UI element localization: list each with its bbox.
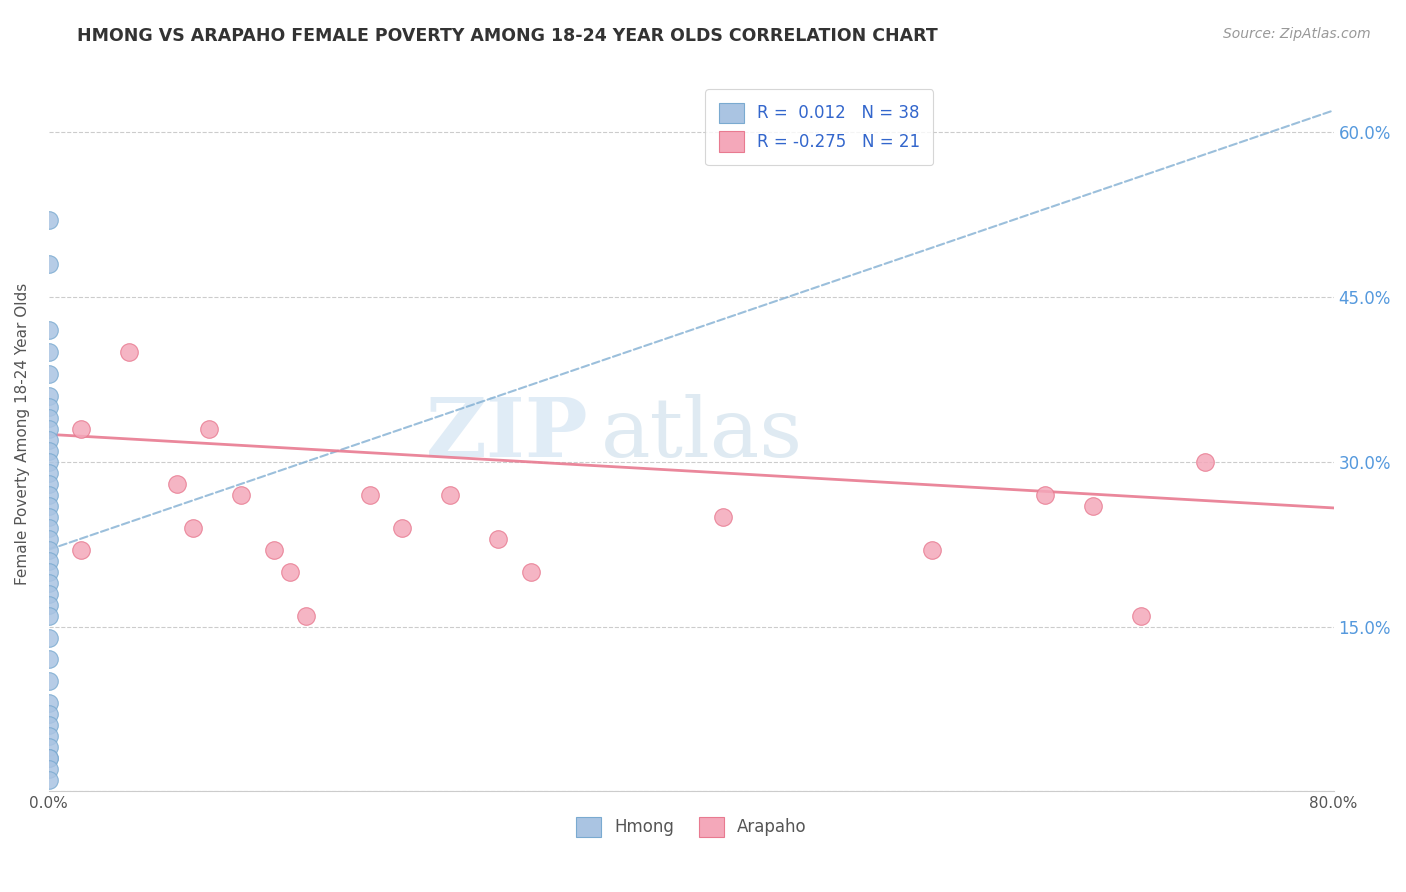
Point <box>519 565 541 579</box>
Point <box>488 532 510 546</box>
Point <box>38 257 60 271</box>
Point <box>70 422 93 436</box>
Point <box>38 631 60 645</box>
Point <box>198 422 221 436</box>
Point <box>38 476 60 491</box>
Point <box>1081 499 1104 513</box>
Point <box>166 476 188 491</box>
Point <box>38 718 60 732</box>
Point <box>38 652 60 666</box>
Point <box>38 509 60 524</box>
Point <box>38 565 60 579</box>
Point <box>1129 608 1152 623</box>
Point <box>38 488 60 502</box>
Point <box>38 345 60 359</box>
Point <box>38 455 60 469</box>
Y-axis label: Female Poverty Among 18-24 Year Olds: Female Poverty Among 18-24 Year Olds <box>15 284 30 585</box>
Point <box>38 422 60 436</box>
Point <box>391 521 413 535</box>
Point <box>38 773 60 788</box>
Point <box>294 608 316 623</box>
Point <box>38 707 60 722</box>
Point <box>38 697 60 711</box>
Point <box>38 443 60 458</box>
Point <box>38 751 60 765</box>
Point <box>38 466 60 480</box>
Point <box>38 213 60 227</box>
Text: Source: ZipAtlas.com: Source: ZipAtlas.com <box>1223 27 1371 41</box>
Point <box>711 509 734 524</box>
Point <box>38 323 60 337</box>
Point <box>38 499 60 513</box>
Point <box>439 488 461 502</box>
Point <box>118 345 141 359</box>
Text: HMONG VS ARAPAHO FEMALE POVERTY AMONG 18-24 YEAR OLDS CORRELATION CHART: HMONG VS ARAPAHO FEMALE POVERTY AMONG 18… <box>77 27 938 45</box>
Point <box>1033 488 1056 502</box>
Point <box>38 521 60 535</box>
Point <box>38 586 60 600</box>
Point <box>278 565 301 579</box>
Point <box>38 730 60 744</box>
Point <box>38 400 60 414</box>
Point <box>38 751 60 765</box>
Point <box>70 542 93 557</box>
Point <box>38 433 60 447</box>
Point <box>38 410 60 425</box>
Point <box>359 488 381 502</box>
Point <box>263 542 285 557</box>
Point <box>231 488 253 502</box>
Point <box>921 542 943 557</box>
Point <box>38 367 60 381</box>
Point <box>38 608 60 623</box>
Point <box>38 389 60 403</box>
Point <box>38 740 60 755</box>
Point <box>38 542 60 557</box>
Point <box>1194 455 1216 469</box>
Point <box>38 575 60 590</box>
Point <box>181 521 204 535</box>
Legend: Hmong, Arapaho: Hmong, Arapaho <box>569 810 814 844</box>
Point <box>38 554 60 568</box>
Point <box>38 762 60 776</box>
Text: atlas: atlas <box>602 394 803 475</box>
Point <box>38 674 60 689</box>
Point <box>38 532 60 546</box>
Point <box>38 598 60 612</box>
Text: ZIP: ZIP <box>426 394 588 475</box>
